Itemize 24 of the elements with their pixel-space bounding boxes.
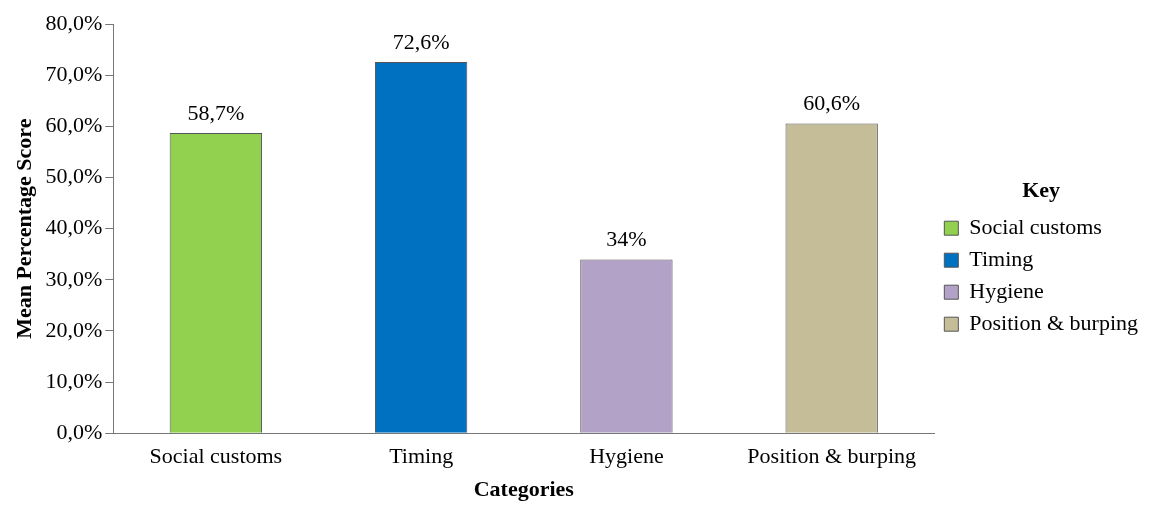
data-label: 60,6% (803, 90, 861, 116)
data-label: 72,6% (392, 28, 450, 54)
y-tick-label: 60,0% (45, 112, 103, 138)
x-axis-title: Categories (473, 476, 575, 502)
y-axis-title: Mean Percentage Score (10, 118, 36, 339)
legend-label: Hygiene (969, 277, 1044, 303)
y-tick-label: 40,0% (45, 214, 103, 240)
legend-title: Key (1022, 177, 1061, 203)
data-label: 58,7% (187, 99, 245, 125)
legend-label: Timing (969, 245, 1034, 271)
y-tick-label: 20,0% (45, 316, 103, 342)
x-tick-label: Hygiene (589, 443, 664, 469)
x-tick-label: Timing (389, 443, 454, 469)
y-tick-label: 80,0% (45, 9, 103, 35)
x-tick-label: Position & burping (747, 443, 917, 469)
y-tick-label: 70,0% (45, 61, 103, 87)
y-tick-label: 50,0% (45, 163, 103, 189)
x-tick-label: Social customs (149, 443, 283, 469)
y-tick-label: 0,0% (56, 418, 103, 444)
data-label: 34% (606, 226, 647, 252)
y-tick-label: 30,0% (45, 265, 103, 291)
legend-label: Position & burping (969, 309, 1138, 335)
y-tick-label: 10,0% (45, 367, 103, 393)
legend-label: Social customs (969, 213, 1102, 239)
